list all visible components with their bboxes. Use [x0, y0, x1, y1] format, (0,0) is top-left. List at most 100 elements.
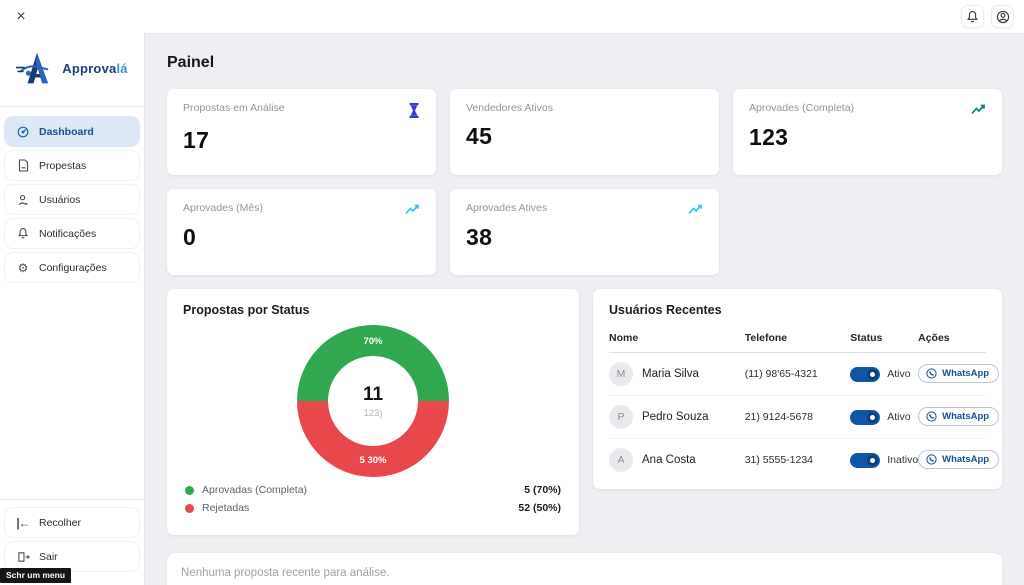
whatsapp-icon — [926, 454, 937, 465]
sidebar-item-label: Notificações — [39, 227, 97, 240]
trend-up-icon — [971, 103, 986, 115]
collapse-button[interactable]: |← Recolher — [4, 507, 140, 538]
chart-title: Propostas por Status — [183, 303, 310, 317]
donut-center-value: 11 — [362, 383, 384, 405]
stat-label: Aprovades (Completa) — [749, 102, 855, 114]
chart-card-propostas-status: Propostas por Status 70% 5 30% 11 123) A… — [167, 289, 579, 535]
legend-value: 52 (50%) — [518, 502, 561, 514]
col-status: Status — [850, 332, 883, 344]
brand-name: Approvalá — [62, 60, 128, 76]
user-phone: 31) 5555-1234 — [744, 454, 814, 466]
sidebar-item-label: Configurações — [39, 261, 107, 274]
users-card: Usuários Recentes Nome Telefone Status A… — [593, 289, 1002, 489]
menu-tooltip: Schr um menu — [0, 568, 72, 583]
logo-mark-icon — [16, 50, 58, 86]
account-button[interactable] — [991, 5, 1014, 28]
collapse-label: Recolher — [39, 516, 82, 529]
donut-center: 11 123) — [328, 356, 418, 446]
whatsapp-button[interactable]: WhatsApp — [918, 450, 1000, 469]
legend-dot-green — [185, 485, 194, 495]
topbar: × — [0, 0, 1024, 33]
sidebar-footer: |← Recolher Sair — [0, 499, 144, 585]
legend-row-aprovadas: Aprovadas (Completa) 5 (70%) — [183, 481, 563, 499]
logout-label: Sair — [39, 550, 58, 563]
user-name: Ana Costa — [642, 454, 696, 466]
user-icon — [16, 194, 30, 206]
user-phone: 21) 9124-5678 — [744, 411, 814, 423]
sidebar-item-label: Propestas — [39, 159, 87, 172]
table-row: A Ana Costa 31) 5555-1234 Inativo — [609, 439, 1000, 481]
topbar-divider — [145, 33, 1024, 34]
sidebar-item-usuarios[interactable]: Usuários — [4, 184, 140, 215]
avatar: A — [609, 448, 633, 472]
status-toggle[interactable] — [850, 366, 881, 382]
hourglass-icon — [408, 103, 420, 118]
donut-center-sub: 123) — [363, 407, 383, 419]
legend-dot-red — [185, 503, 194, 513]
stat-value: 45 — [466, 123, 493, 149]
account-icon — [996, 10, 1010, 24]
stat-label: Aprovades Atives — [466, 202, 548, 214]
user-phone: (11) 98'65-4321 — [744, 368, 818, 380]
stat-label: Propostas em Análise — [183, 102, 285, 114]
close-icon[interactable]: × — [16, 7, 26, 25]
sidebar-item-label: Dashboard — [39, 125, 94, 138]
main-content: Painel Propostas em Análise 17 Vendedore… — [145, 33, 1024, 585]
whatsapp-icon — [926, 411, 937, 422]
sidebar-item-notificacoes[interactable]: Notificações — [4, 218, 140, 249]
stats-row-1: Propostas em Análise 17 Vendedores Ativo… — [167, 89, 1002, 175]
document-icon — [16, 159, 30, 172]
stat-card-aprovadas-ativas: Aprovades Atives 38 — [450, 189, 719, 275]
stat-value: 17 — [183, 127, 210, 153]
avatar: P — [609, 405, 633, 429]
notifications-button[interactable] — [961, 5, 984, 28]
stat-value: 123 — [749, 124, 789, 150]
users-table: Nome Telefone Status Ações M Maria Silva… — [609, 321, 1000, 481]
legend-label: Rejetadas — [202, 502, 250, 514]
users-table-header: Nome Telefone Status Ações — [609, 321, 986, 353]
status-label: Inativo — [887, 454, 919, 466]
status-label: Ativo — [887, 411, 911, 423]
trend-up-icon — [405, 203, 420, 215]
col-acoes: Ações — [918, 332, 950, 344]
sidebar-item-configuracoes[interactable]: ⚙ Configurações — [4, 252, 140, 283]
stats-row-2: Aprovades (Mês) 0 Aprovades Atives 38 — [167, 189, 1002, 275]
col-nome: Nome — [609, 332, 639, 344]
stat-card-propostas-analise: Propostas em Análise 17 — [167, 89, 436, 175]
donut-slice-label-green: 70% — [363, 336, 383, 347]
status-toggle[interactable] — [850, 452, 881, 468]
table-row: P Pedro Souza 21) 9124-5678 Ativo — [609, 396, 1000, 439]
trend-up-icon — [688, 203, 703, 215]
stat-value: 0 — [183, 224, 197, 250]
whatsapp-button[interactable]: WhatsApp — [918, 407, 1000, 426]
sidebar-item-label: Usuários — [39, 193, 81, 206]
page-title: Painel — [167, 54, 215, 71]
status-toggle[interactable] — [850, 409, 881, 425]
whatsapp-label: WhatsApp — [942, 411, 990, 422]
app-logo: Approvalá — [0, 40, 144, 107]
stat-card-aprovadas-completa: Aprovades (Completa) 123 — [733, 89, 1002, 175]
bell-icon — [16, 227, 30, 240]
logout-button[interactable]: Sair — [4, 541, 140, 572]
status-label: Ativo — [887, 368, 911, 380]
empty-notice-text: Nenhuma proposta recente para análise. — [181, 567, 390, 579]
whatsapp-label: WhatsApp — [942, 368, 990, 379]
stat-label: Aprovades (Mês) — [183, 202, 263, 214]
col-telefone: Telefone — [744, 332, 788, 344]
donut-chart-wrap: 70% 5 30% 11 123) — [297, 325, 449, 477]
sidebar-item-propostas[interactable]: Propestas — [4, 150, 140, 181]
logout-icon — [16, 551, 30, 563]
bell-icon — [966, 10, 979, 24]
avatar: M — [609, 362, 633, 386]
whatsapp-icon — [926, 368, 937, 379]
user-name: Maria Silva — [642, 368, 699, 380]
chart-legend: Aprovadas (Completa) 5 (70%) Rejetadas 5… — [183, 481, 563, 517]
stat-value: 38 — [466, 224, 493, 250]
table-row: M Maria Silva (11) 98'65-4321 Ativo — [609, 353, 1000, 396]
sidebar-item-dashboard[interactable]: Dashboard — [4, 116, 140, 147]
whatsapp-button[interactable]: WhatsApp — [918, 364, 1000, 383]
whatsapp-label: WhatsApp — [942, 454, 990, 465]
sidebar-menu: Dashboard Propestas Usuários Notificaçõe… — [0, 107, 144, 286]
user-name: Pedro Souza — [642, 411, 709, 423]
